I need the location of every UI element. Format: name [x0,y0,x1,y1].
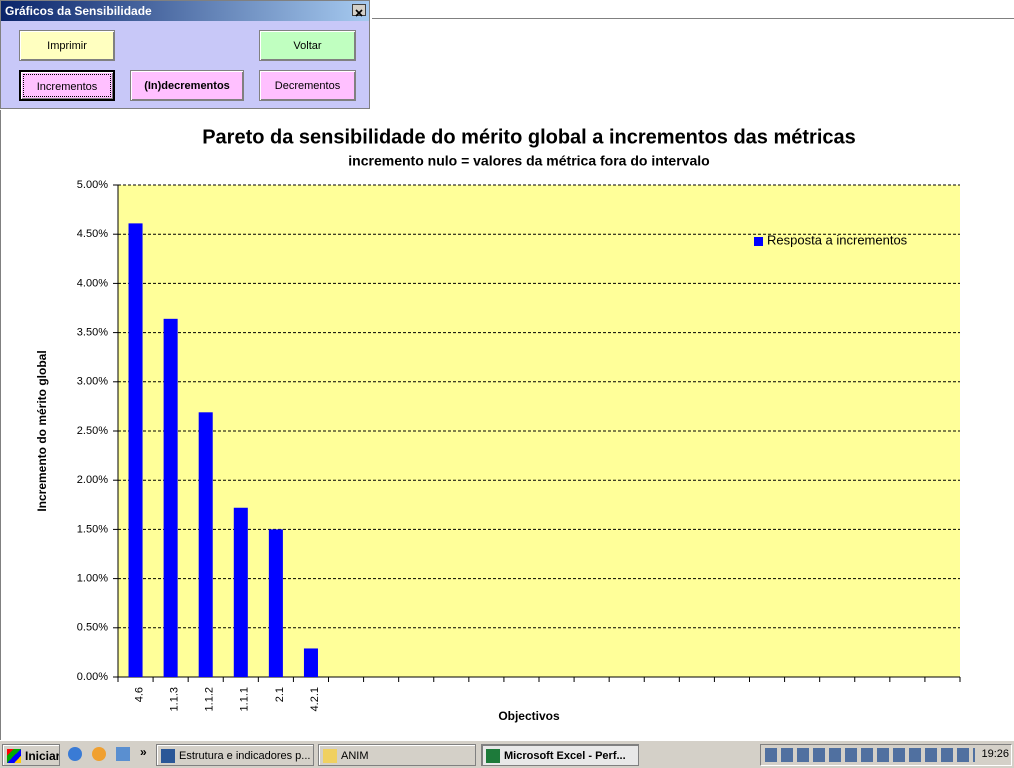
task-button[interactable]: Microsoft Excel - Perf... [481,744,639,766]
close-icon [355,9,363,17]
quick-launch-icon[interactable] [116,747,130,761]
y-tick-label: 4.50% [77,228,108,240]
x-tick-label: 2.1 [274,687,286,702]
y-tick-label: 1.50% [77,523,108,535]
more-icon[interactable]: » [140,745,147,759]
start-button[interactable]: Iniciar [2,744,60,766]
task-label: Estrutura e indicadores p... [179,750,311,762]
bar [303,648,318,677]
task-icon [161,749,175,763]
bar [268,529,283,677]
task-icon [323,749,337,763]
task-button[interactable]: ANIM [318,744,476,766]
window-edge [0,110,1,740]
y-tick-label: 5.00% [77,179,108,191]
quick-launch-icon[interactable] [68,747,82,761]
y-tick-label: 1.00% [77,573,108,585]
task-label: ANIM [341,750,369,762]
task-icon [486,749,500,763]
start-label: Iniciar [25,749,60,763]
y-tick-label: 3.50% [77,327,108,339]
button[interactable]: Voltar [259,30,356,61]
tray-icons[interactable] [765,748,975,762]
button[interactable]: Imprimir [19,30,115,61]
chart-subtitle: incremento nulo = valores da métrica for… [348,153,709,169]
y-tick-label: 4.00% [77,277,108,289]
x-tick-label: 4.6 [133,687,145,702]
chart-title: Pareto da sensibilidade do mérito global… [202,126,856,148]
taskbar: Iniciar » Estrutura e indicadores p... A… [0,740,1014,768]
x-axis-label: Objectivos [498,709,560,723]
close-button[interactable] [352,4,366,17]
legend-swatch [754,237,763,246]
x-tick-label: 1.1.2 [204,687,216,711]
dialog-title: Gráficos da Sensibilidade [1,1,369,21]
dialog: Gráficos da Sensibilidade Imprimir Volta… [0,0,370,109]
chart: Pareto da sensibilidade do mérito global… [35,126,961,723]
bar [198,412,213,677]
task-label: Microsoft Excel - Perf... [504,750,626,762]
start-icon [7,749,21,763]
y-tick-label: 0.50% [77,622,108,634]
clock: 19:26 [981,748,1009,760]
button[interactable]: Decrementos [259,70,356,101]
legend-label: Resposta a incrementos [767,232,908,247]
y-tick-label: 2.00% [77,474,108,486]
x-tick-label: 4.2.1 [309,687,321,711]
bar [128,223,143,677]
button[interactable]: (In)decrementos [130,70,244,101]
window-edge [372,18,1014,19]
bar [233,507,248,677]
y-tick-label: 3.00% [77,376,108,388]
y-tick-label: 2.50% [77,425,108,437]
y-tick-label: 0.00% [77,671,108,683]
task-button[interactable]: Estrutura e indicadores p... [156,744,314,766]
y-axis-label: Incremento do mérito global [35,350,49,511]
quick-launch-icon[interactable] [92,747,106,761]
button[interactable]: Incrementos [19,70,115,101]
bar [163,318,178,677]
x-tick-label: 1.1.1 [239,687,251,711]
system-tray: 19:26 [760,744,1012,766]
x-tick-label: 1.1.3 [169,687,181,711]
